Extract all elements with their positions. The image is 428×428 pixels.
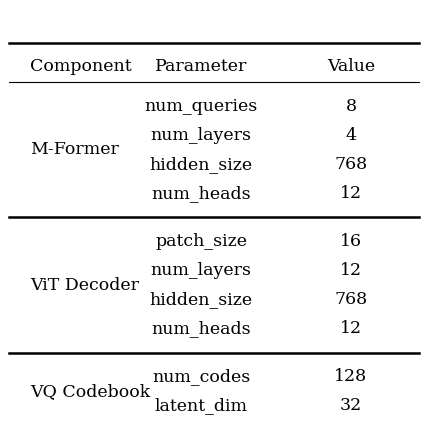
Text: 768: 768 (334, 291, 368, 308)
Text: num_heads: num_heads (152, 185, 251, 202)
Text: Parameter: Parameter (155, 58, 247, 75)
Text: num_heads: num_heads (152, 320, 251, 337)
Text: num_layers: num_layers (151, 262, 252, 279)
Text: 12: 12 (340, 262, 362, 279)
Text: patch_size: patch_size (155, 233, 247, 250)
Text: Value: Value (327, 58, 375, 75)
Text: 128: 128 (334, 368, 368, 385)
Text: 8: 8 (345, 98, 357, 115)
Text: 12: 12 (340, 320, 362, 337)
Text: 32: 32 (340, 397, 362, 414)
Text: hidden_size: hidden_size (150, 156, 253, 173)
Text: num_codes: num_codes (152, 368, 250, 385)
Text: Component: Component (30, 58, 131, 75)
Text: hidden_size: hidden_size (150, 291, 253, 308)
Text: VQ Codebook: VQ Codebook (30, 383, 150, 400)
Text: num_queries: num_queries (145, 98, 258, 115)
Text: 16: 16 (340, 233, 362, 250)
Text: M-Former: M-Former (30, 141, 119, 158)
Text: ViT Decoder: ViT Decoder (30, 276, 139, 294)
Text: 12: 12 (340, 185, 362, 202)
Text: 4: 4 (345, 127, 357, 144)
Text: num_layers: num_layers (151, 127, 252, 144)
Text: 768: 768 (334, 156, 368, 173)
Text: latent_dim: latent_dim (155, 397, 248, 414)
